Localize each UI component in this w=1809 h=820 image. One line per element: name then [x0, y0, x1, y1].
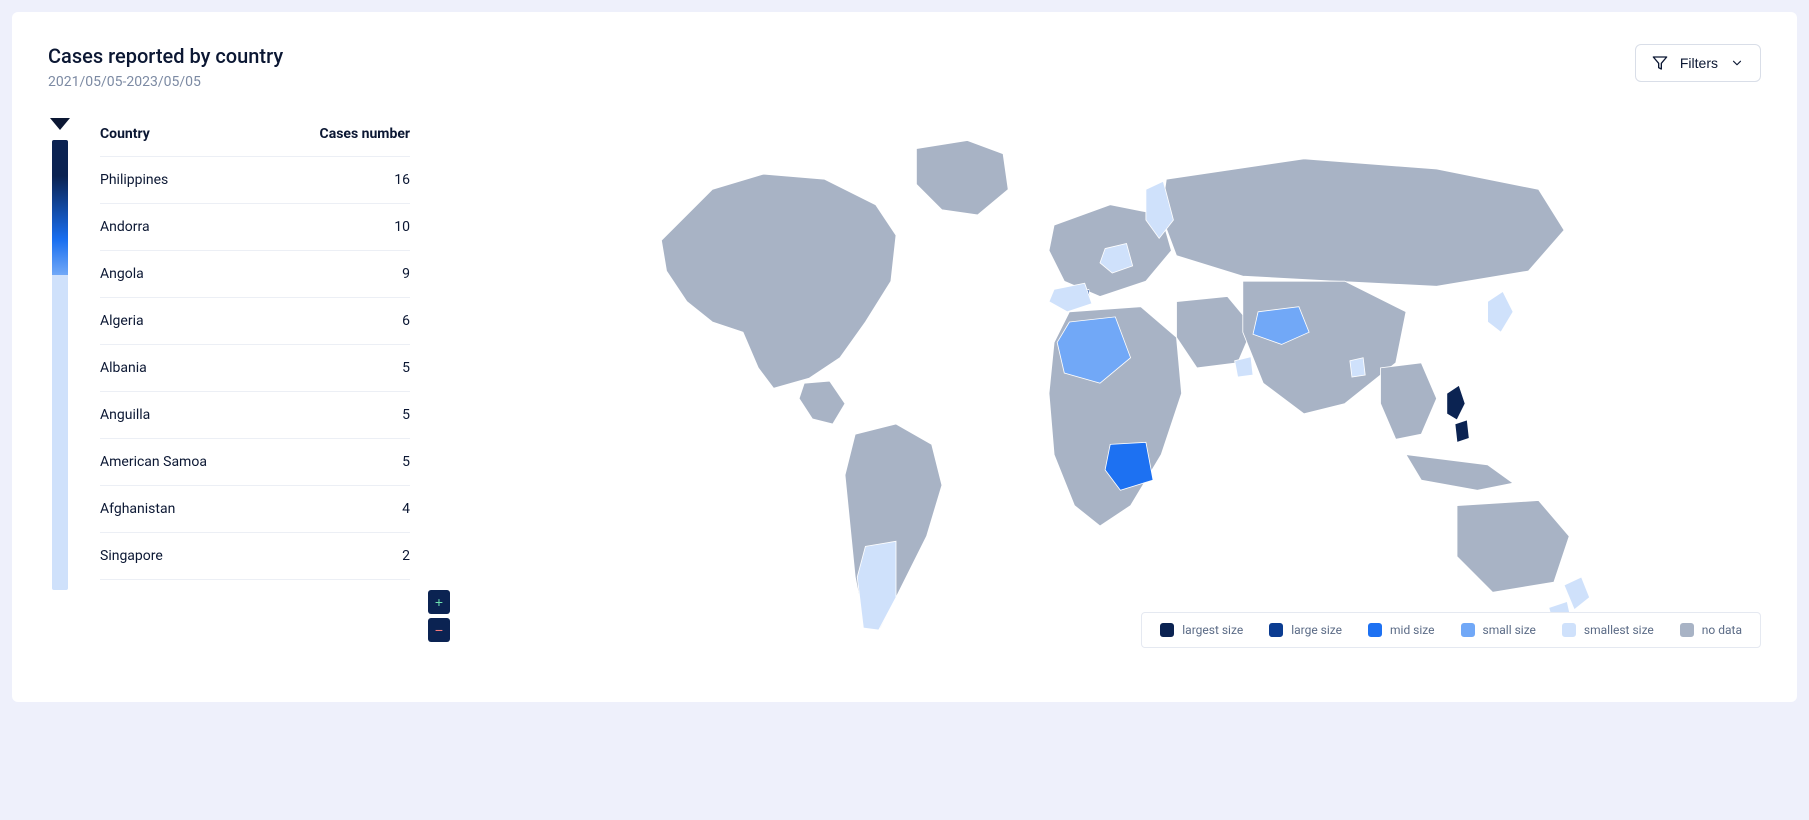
legend-label: largest size — [1182, 623, 1243, 637]
filter-icon — [1652, 55, 1668, 71]
legend-item: mid size — [1368, 623, 1435, 637]
zoom-controls: + − — [428, 590, 450, 642]
filters-label: Filters — [1680, 55, 1718, 71]
table-row[interactable]: Singapore2 — [100, 533, 410, 580]
cell-cases: 6 — [268, 298, 410, 345]
table-row[interactable]: Angola9 — [100, 251, 410, 298]
zoom-in-button[interactable]: + — [428, 590, 450, 614]
legend-item: no data — [1680, 623, 1742, 637]
panel-header: Cases reported by country 2021/05/05-202… — [48, 44, 1761, 90]
country-table: Country Cases number Philippines16Andorr… — [100, 118, 410, 580]
cell-cases: 5 — [268, 392, 410, 439]
cell-country: Afghanistan — [100, 486, 268, 533]
legend-item: small size — [1461, 623, 1536, 637]
table-row[interactable]: Albania5 — [100, 345, 410, 392]
legend-label: no data — [1702, 623, 1742, 637]
legend-label: smallest size — [1584, 623, 1654, 637]
legend-label: small size — [1483, 623, 1536, 637]
cases-by-country-panel: Cases reported by country 2021/05/05-202… — [12, 12, 1797, 702]
cell-cases: 10 — [268, 204, 410, 251]
legend-swatch — [1461, 623, 1475, 637]
cell-country: Andorra — [100, 204, 268, 251]
color-gradient-bar — [52, 140, 68, 590]
table-row[interactable]: Philippines16 — [100, 157, 410, 204]
map-region-bangladesh[interactable] — [1349, 358, 1364, 377]
legend-swatch — [1160, 623, 1174, 637]
legend-swatch — [1562, 623, 1576, 637]
cell-cases: 5 — [268, 345, 410, 392]
legend-label: mid size — [1390, 623, 1435, 637]
legend-swatch — [1368, 623, 1382, 637]
cell-country: Algeria — [100, 298, 268, 345]
date-range: 2021/05/05-2023/05/05 — [48, 74, 283, 90]
map-region-japan[interactable] — [1487, 291, 1512, 332]
cell-cases: 5 — [268, 439, 410, 486]
zoom-out-button[interactable]: − — [428, 618, 450, 642]
map-region-oman[interactable] — [1234, 357, 1252, 377]
legend-swatch — [1680, 623, 1694, 637]
map-region-philippines[interactable] — [1446, 385, 1464, 420]
world-map[interactable] — [438, 118, 1761, 648]
cell-country: Anguilla — [100, 392, 268, 439]
cell-country: Philippines — [100, 157, 268, 204]
legend-swatch — [1269, 623, 1283, 637]
chevron-down-icon — [1730, 56, 1744, 70]
panel-content: Country Cases number Philippines16Andorr… — [48, 118, 1761, 648]
filters-button[interactable]: Filters — [1635, 44, 1761, 82]
cell-cases: 16 — [268, 157, 410, 204]
legend-label: large size — [1291, 623, 1342, 637]
table-row[interactable]: American Samoa5 — [100, 439, 410, 486]
color-scale — [48, 118, 72, 590]
legend-item: large size — [1269, 623, 1342, 637]
map-region-philippines[interactable] — [1454, 420, 1468, 442]
sort-descending-icon[interactable] — [50, 118, 70, 130]
col-cases[interactable]: Cases number — [268, 118, 410, 157]
cell-cases: 9 — [268, 251, 410, 298]
table-row[interactable]: Algeria6 — [100, 298, 410, 345]
panel-title: Cases reported by country — [48, 44, 283, 68]
col-country[interactable]: Country — [100, 118, 268, 157]
table-row[interactable]: Andorra10 — [100, 204, 410, 251]
cell-country: American Samoa — [100, 439, 268, 486]
map-region-spain[interactable] — [1049, 283, 1092, 312]
cell-country: Albania — [100, 345, 268, 392]
legend-item: smallest size — [1562, 623, 1654, 637]
title-block: Cases reported by country 2021/05/05-202… — [48, 44, 283, 90]
legend-item: largest size — [1160, 623, 1243, 637]
map-region-argentina[interactable] — [857, 541, 896, 630]
table-row[interactable]: Afghanistan4 — [100, 486, 410, 533]
map-area: + − largest sizelarge sizemid sizesmall … — [438, 118, 1761, 648]
cell-country: Angola — [100, 251, 268, 298]
cell-cases: 2 — [268, 533, 410, 580]
table-row[interactable]: Anguilla5 — [100, 392, 410, 439]
cell-cases: 4 — [268, 486, 410, 533]
map-legend: largest size large size mid size small size… — [1141, 612, 1761, 648]
cell-country: Singapore — [100, 533, 268, 580]
